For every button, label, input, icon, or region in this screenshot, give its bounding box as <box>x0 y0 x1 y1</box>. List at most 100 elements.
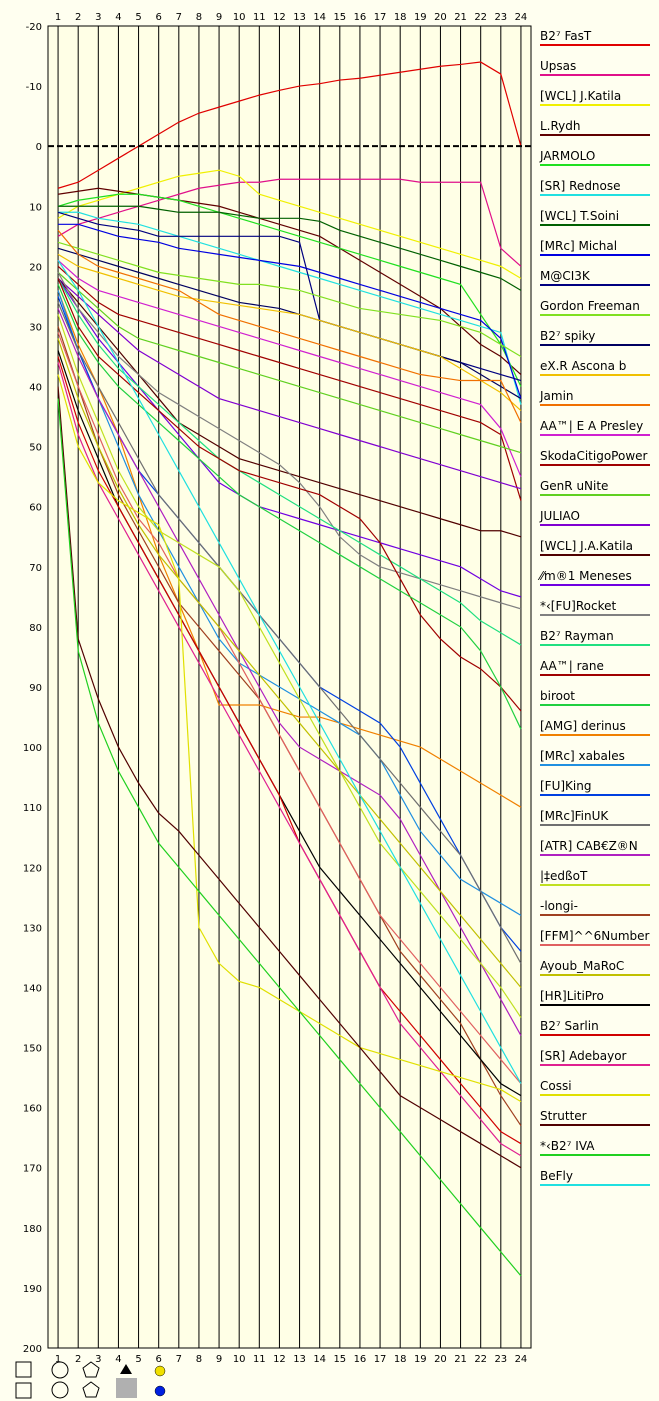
series-line <box>57 229 522 423</box>
x-tick-label: 20 <box>434 12 447 23</box>
series-line <box>57 308 522 1036</box>
x-tick-label: 4 <box>115 1354 121 1365</box>
legend-entry-label: SkodaCitigoPower <box>540 449 648 463</box>
legend-entry-label: [FU]King <box>540 779 591 793</box>
x-tick-label: 14 <box>313 1354 326 1365</box>
series-line <box>57 374 522 1103</box>
legend-entry-label: ⁄⁄m®1 Meneses <box>537 569 632 583</box>
x-tick-label: 1 <box>55 12 61 23</box>
y-tick-label: 20 <box>29 262 42 273</box>
y-tick-label: 180 <box>23 1224 42 1235</box>
y-tick-label: -20 <box>26 22 42 33</box>
series-line <box>57 362 522 1157</box>
y-tick-label: 100 <box>23 743 42 754</box>
series-line <box>57 398 522 1277</box>
y-tick-label: 120 <box>23 863 42 874</box>
x-tick-label: 13 <box>293 12 306 23</box>
series-line <box>58 223 522 399</box>
series-line <box>57 241 522 358</box>
legend-entry-label: BeFly <box>540 1169 573 1183</box>
x-tick-label: 7 <box>176 12 182 23</box>
x-tick-label: 16 <box>354 12 367 23</box>
x-tick-label: 9 <box>216 1354 222 1365</box>
series-lines <box>57 61 522 1277</box>
x-tick-label: 23 <box>494 12 507 23</box>
legend-entry-label: [FFM]^^6Number <box>540 929 650 943</box>
x-tick-label: 24 <box>515 12 528 23</box>
legend-entry-label: [MRc] Michal <box>540 239 617 253</box>
square-icon <box>15 1382 32 1399</box>
legend-entry-label: B2⁷ Sarlin <box>540 1019 599 1033</box>
x-tick-label: 13 <box>293 1354 306 1365</box>
series-line <box>57 278 522 712</box>
legend-entry-label: [WCL] J.A.Katila <box>540 539 633 553</box>
legend-entry-label: Upsas <box>540 59 576 73</box>
legend-entry-label: GenR uNite <box>540 479 608 493</box>
series-line <box>57 265 522 501</box>
legend-entry-label: [ATR] CAB€Z®N <box>540 839 638 853</box>
legend-entry-label: [SR] Adebayor <box>540 1049 627 1063</box>
y-tick-label: 0 <box>36 142 42 153</box>
legend-entry-label: L.Rydh <box>540 119 581 133</box>
triangle-icon <box>120 1364 132 1374</box>
x-tick-label: 14 <box>313 12 326 23</box>
legend-entry-label: Gordon Freeman <box>540 299 640 313</box>
legend-entry-label: JARMOLO <box>539 149 595 163</box>
y-tick-label: 80 <box>29 623 42 634</box>
x-tick-label: 12 <box>273 1354 286 1365</box>
x-tick-label: 22 <box>474 1354 487 1365</box>
x-tick-label: 8 <box>196 1354 202 1365</box>
y-tick-label: 130 <box>23 923 42 934</box>
y-tick-label: 50 <box>29 443 42 454</box>
legend-entry-label: [HR]LitiPro <box>540 989 604 1003</box>
series-line <box>57 278 522 646</box>
y-tick-label: 70 <box>29 563 42 574</box>
y-tick-label: 40 <box>29 383 42 394</box>
y-tick-label: 10 <box>29 202 42 213</box>
x-tick-label: 4 <box>115 12 121 23</box>
x-tick-label: 19 <box>414 12 427 23</box>
pentagon-icon <box>82 1361 100 1378</box>
legend: B2⁷ FasT Upsas [WCL] J.Katila L.Rydh JARMOLO… <box>537 29 650 1186</box>
x-axis-bottom: 1 2 3 4 5 6 7 8 9 10 11 12 13 14 15 16 17 18 19 20 21 22 23 24 <box>55 1354 527 1365</box>
legend-entry-label: eX.R Ascona b <box>540 359 626 373</box>
series-line <box>57 253 522 412</box>
y-tick-label: 150 <box>23 1044 42 1055</box>
marker-key <box>15 1361 166 1399</box>
legend-entry-label: [WCL] J.Katila <box>540 89 621 103</box>
x-tick-label: 3 <box>95 1354 101 1365</box>
legend-entry-label: biroot <box>540 689 575 703</box>
x-tick-label: 24 <box>515 1354 528 1365</box>
yellow-dot-icon <box>154 1365 166 1377</box>
x-tick-label: 7 <box>176 1354 182 1365</box>
series-line <box>57 386 522 1169</box>
y-tick-label: 190 <box>23 1284 42 1295</box>
legend-entry-label: [AMG] derinus <box>540 719 626 733</box>
series-line <box>57 61 522 189</box>
pentagon-icon <box>82 1381 100 1398</box>
x-tick-label: 8 <box>196 12 202 23</box>
x-tick-label: 1 <box>55 1354 61 1365</box>
y-tick-label: 30 <box>29 322 42 333</box>
x-tick-label: 2 <box>75 12 81 23</box>
x-tick-label: 10 <box>233 12 246 23</box>
y-tick-label: 60 <box>29 503 42 514</box>
y-tick-label: 200 <box>23 1344 42 1355</box>
x-tick-label: 5 <box>135 1354 141 1365</box>
blue-dot-icon <box>154 1385 166 1397</box>
x-tick-label: 11 <box>253 12 266 23</box>
series-line <box>57 169 522 279</box>
legend-entry-label: B2⁷ Rayman <box>540 629 614 643</box>
legend-entry-label: [SR] Rednose <box>540 179 621 193</box>
series-line <box>57 284 522 730</box>
x-tick-label: 10 <box>233 1354 246 1365</box>
x-tick-label: 17 <box>374 1354 387 1365</box>
y-tick-label: 140 <box>23 983 42 994</box>
x-tick-label: 12 <box>273 12 286 23</box>
legend-entry-label: [MRc] xabales <box>540 749 625 763</box>
series-line <box>57 314 522 1018</box>
legend-entry-label: [WCL] T.Soini <box>540 209 619 223</box>
series-line <box>57 178 522 267</box>
grey-square-icon <box>116 1378 137 1398</box>
x-tick-label: 23 <box>494 1354 507 1365</box>
